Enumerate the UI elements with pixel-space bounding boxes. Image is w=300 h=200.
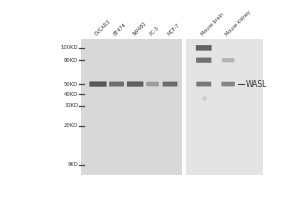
- FancyBboxPatch shape: [146, 82, 159, 86]
- Bar: [80, 39, 182, 175]
- Text: 100KD: 100KD: [61, 45, 78, 50]
- Bar: [182, 39, 186, 175]
- FancyBboxPatch shape: [89, 81, 106, 87]
- FancyBboxPatch shape: [222, 58, 234, 62]
- Text: Mouse kidney: Mouse kidney: [225, 9, 252, 37]
- Text: Mouse brain: Mouse brain: [200, 12, 225, 37]
- Text: BT474: BT474: [113, 22, 128, 37]
- FancyBboxPatch shape: [221, 82, 235, 86]
- FancyBboxPatch shape: [109, 82, 124, 87]
- FancyBboxPatch shape: [127, 81, 143, 87]
- Text: MCF-7: MCF-7: [167, 22, 181, 37]
- Text: 20KD: 20KD: [64, 123, 78, 128]
- FancyBboxPatch shape: [196, 58, 212, 63]
- FancyBboxPatch shape: [196, 82, 211, 86]
- Text: WASL: WASL: [246, 80, 267, 89]
- Text: 40KD: 40KD: [64, 92, 78, 97]
- Text: SW480: SW480: [132, 21, 147, 37]
- Text: 9KD: 9KD: [68, 162, 78, 167]
- FancyBboxPatch shape: [196, 45, 212, 51]
- Text: PC-3: PC-3: [149, 25, 160, 37]
- Bar: [186, 39, 263, 175]
- Text: 80KD: 80KD: [64, 58, 78, 63]
- FancyBboxPatch shape: [163, 82, 178, 87]
- Text: OVCAR3: OVCAR3: [94, 19, 112, 37]
- Text: 30KD: 30KD: [64, 103, 78, 108]
- Text: 50KD: 50KD: [64, 82, 78, 87]
